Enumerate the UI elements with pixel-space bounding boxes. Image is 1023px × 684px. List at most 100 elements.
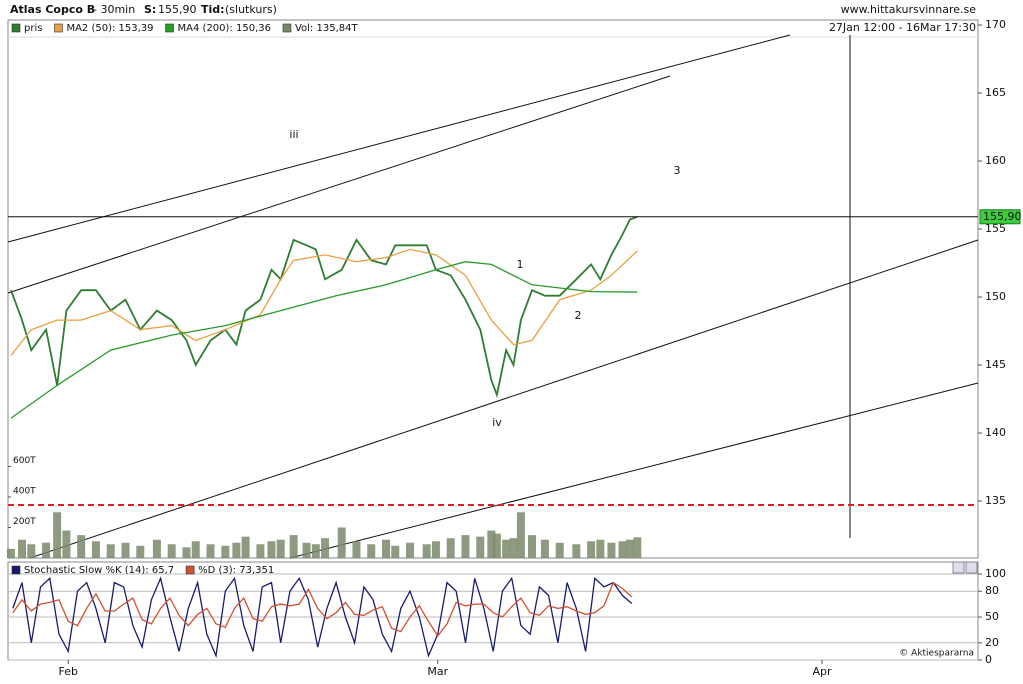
volume-bar xyxy=(422,544,431,558)
price-text: 155,90 xyxy=(158,3,197,16)
volume-bar xyxy=(367,544,376,558)
y-tick-label: 150 xyxy=(985,290,1006,303)
legend-swatch xyxy=(11,23,21,33)
volume-bar xyxy=(431,541,440,558)
legend-label: %D (3): 73,351 xyxy=(198,565,274,576)
volume-bar xyxy=(121,542,130,558)
volume-bar xyxy=(625,539,634,558)
y-tick-label: 20 xyxy=(985,636,999,649)
volume-bar xyxy=(516,512,525,558)
mode-text: (slutkurs) xyxy=(225,3,277,16)
volume-bar xyxy=(232,542,241,558)
legend-label: Stochastic Slow %K (14): 65,7 xyxy=(24,565,174,576)
y-tick-label: 160 xyxy=(985,154,1006,167)
line-series xyxy=(10,248,638,356)
line-series xyxy=(12,576,633,659)
volume-bar xyxy=(206,544,215,558)
price-label: S: xyxy=(144,3,156,16)
volume-bar xyxy=(241,536,250,558)
volume-bar xyxy=(352,541,361,558)
wave-label: iv xyxy=(492,416,502,429)
legend-swatch xyxy=(282,23,292,33)
volume-bar xyxy=(391,545,400,558)
volume-bar xyxy=(555,542,564,558)
volume-bar xyxy=(311,544,320,558)
volume-bar xyxy=(42,542,51,558)
wave-label: 1 xyxy=(517,258,524,271)
volume-bar xyxy=(607,542,616,558)
wave-label: 3 xyxy=(674,164,681,177)
volume-bar xyxy=(618,541,627,558)
volume-bar xyxy=(267,541,276,558)
volume-bar xyxy=(136,545,145,558)
trend-line xyxy=(289,382,979,559)
volume-bar xyxy=(221,545,230,558)
volume-bar xyxy=(446,538,455,558)
tool-icon[interactable] xyxy=(952,561,965,574)
y-tick-label: 50 xyxy=(985,610,999,623)
last-price-box xyxy=(979,209,1021,225)
volume-bar xyxy=(302,542,311,558)
trend-line xyxy=(7,75,671,294)
volume-bar xyxy=(382,539,391,558)
legend-label: MA4 (200): 150,36 xyxy=(178,23,271,34)
legend-label: Vol: 135,84T xyxy=(295,23,358,34)
volume-bar xyxy=(276,539,285,558)
stochastic-panel xyxy=(7,561,979,661)
x-tick-label: Mar xyxy=(427,665,448,678)
wave-label: iii xyxy=(289,128,298,141)
copyright: © Aktiespararna xyxy=(899,649,974,659)
volume-bar xyxy=(167,544,176,558)
volume-bar xyxy=(487,530,496,558)
volume-bar xyxy=(596,539,605,558)
line-series xyxy=(10,215,638,399)
volume-bar xyxy=(18,539,27,558)
volume-bar xyxy=(106,544,115,558)
mode-label: Tid: xyxy=(201,3,225,16)
y-tick-label: 140 xyxy=(985,426,1006,439)
y-tick-label: 100 xyxy=(985,567,1006,580)
price-panel xyxy=(7,19,979,559)
volume-bar xyxy=(476,536,485,558)
volume-bar xyxy=(256,544,265,558)
volume-bar xyxy=(461,535,470,558)
y-tick-label: 165 xyxy=(985,86,1006,99)
volume-bar xyxy=(527,535,536,558)
title: Atlas Copco B xyxy=(10,3,95,16)
legend-label: MA2 (50): 153,39 xyxy=(66,23,153,34)
volume-bar xyxy=(191,541,200,558)
volume-bar xyxy=(337,527,346,558)
volume-bar xyxy=(633,537,642,558)
volume-bar xyxy=(62,530,71,558)
wave-label: 2 xyxy=(575,309,582,322)
tool-icon[interactable] xyxy=(965,561,978,574)
volume-bar xyxy=(321,538,330,558)
volume-bar xyxy=(77,535,86,558)
volume-bar xyxy=(289,535,298,558)
volume-bar xyxy=(53,512,62,558)
volume-bar xyxy=(572,544,581,558)
volume-bar xyxy=(502,539,511,558)
y2-tick-label: 600T xyxy=(13,456,36,466)
date-range: 27Jan 12:00 - 16Mar 17:30 xyxy=(829,21,976,34)
trend-lines xyxy=(7,34,979,559)
volume-bar xyxy=(540,539,549,558)
last-price-label: 155,90 xyxy=(983,210,1022,223)
legend-swatch xyxy=(11,565,21,575)
source: www.hittakursvinnare.se xyxy=(841,3,977,16)
y2-tick-label: 200T xyxy=(13,517,36,527)
volume-bar xyxy=(182,547,191,558)
volume-bar xyxy=(6,548,15,558)
legend-label: pris xyxy=(24,23,42,34)
trend-line xyxy=(7,34,791,243)
y-tick-label: 170 xyxy=(985,18,1006,31)
legend-swatch xyxy=(185,565,195,575)
volume-bar xyxy=(587,541,596,558)
line-series xyxy=(10,261,638,419)
volume-bar xyxy=(492,533,501,558)
y-tick-label: 0 xyxy=(985,653,992,666)
y2-tick-label: 400T xyxy=(13,487,36,497)
volume-bar xyxy=(91,541,100,558)
x-tick-label: Apr xyxy=(813,665,833,678)
